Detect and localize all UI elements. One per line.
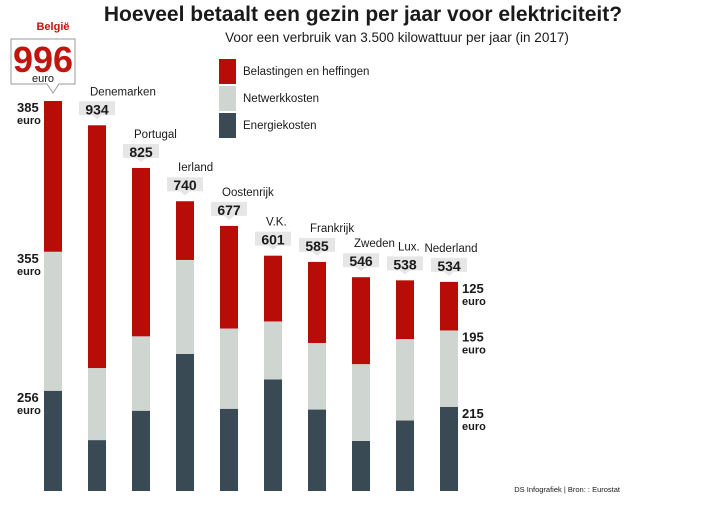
category-label-v-k: V.K. xyxy=(266,217,287,229)
total-callout-lux xyxy=(387,256,423,275)
bars xyxy=(44,101,458,491)
bar-oostenrijk-energiekosten xyxy=(220,408,238,491)
total-unit-belgie: euro xyxy=(32,73,54,85)
bar-zweden-belastingen-en-heffingen xyxy=(352,277,370,365)
bar-nederland-netwerkkosten xyxy=(440,330,458,407)
bar-nederland-belastingen-en-heffingen xyxy=(440,281,458,331)
total-callout-zweden xyxy=(343,253,379,272)
segment-label-nederland-energiekosten-value: 215 xyxy=(462,406,484,421)
bar-ierland-belastingen-en-heffingen xyxy=(176,201,194,260)
legend-label-belastingen-en-heffingen: Belastingen en heffingen xyxy=(243,66,369,78)
total-value-belgie: 996 xyxy=(13,39,73,80)
total-callout-portugal xyxy=(123,143,159,162)
segment-label-nederland-netwerkkosten-value: 195 xyxy=(462,329,484,344)
legend-label-energiekosten: Energiekosten xyxy=(243,120,317,132)
bar-belgie-belastingen-en-heffingen xyxy=(44,101,62,252)
segment-label-belgie-energiekosten-unit: euro xyxy=(17,405,41,417)
total-callout-ierland xyxy=(167,177,203,196)
bar-belgie-netwerkkosten xyxy=(44,251,62,391)
total-callout-oostenrijk xyxy=(211,201,247,220)
bar-portugal-belastingen-en-heffingen xyxy=(132,167,150,337)
source-note: DS Infografiek | Bron: : Eurostat xyxy=(514,485,621,494)
chart-title: Hoeveel betaalt een gezin per jaar voor … xyxy=(104,3,622,26)
total-callout-belgie xyxy=(10,38,76,94)
bar-denemarken-netwerkkosten xyxy=(88,368,106,441)
category-label-denemarken: Denemarken xyxy=(90,86,156,98)
category-label-portugal: Portugal xyxy=(134,129,177,141)
total-value-portugal: 825 xyxy=(129,144,153,160)
bar-frankrijk-netwerkkosten xyxy=(308,342,326,410)
labels: België996euro934Denemarken825Portugal740… xyxy=(10,21,486,433)
total-value-nederland: 534 xyxy=(437,258,461,274)
chart-subtitle: Voor een verbruik van 3.500 kilowattuur … xyxy=(225,30,569,45)
segment-label-belgie-netwerkkosten-unit: euro xyxy=(17,266,41,278)
total-value-denemarken: 934 xyxy=(85,101,109,117)
total-value-frankrijk: 585 xyxy=(305,238,329,254)
bar-denemarken-belastingen-en-heffingen xyxy=(88,125,106,369)
segment-label-nederland-energiekosten-unit: euro xyxy=(462,421,486,433)
segment-label-nederland-netwerkkosten-unit: euro xyxy=(462,344,486,356)
bar-v-k-netwerkkosten xyxy=(264,321,282,380)
category-label-frankrijk: Frankrijk xyxy=(310,223,354,235)
total-value-oostenrijk: 677 xyxy=(217,202,241,218)
bar-ierland-netwerkkosten xyxy=(176,259,194,354)
total-value-ierland: 740 xyxy=(173,177,197,193)
bar-frankrijk-belastingen-en-heffingen xyxy=(308,261,326,343)
legend-swatch-energiekosten xyxy=(219,113,236,138)
category-label-lux: Lux. xyxy=(398,241,420,253)
bar-zweden-netwerkkosten xyxy=(352,364,370,441)
total-value-lux: 538 xyxy=(393,256,417,272)
segment-label-belgie-belastingen-en-heffingen-value: 385 xyxy=(17,100,39,115)
category-label-oostenrijk: Oostenrijk xyxy=(222,187,274,199)
category-label-belgie: België xyxy=(36,21,69,33)
bar-v-k-energiekosten xyxy=(264,379,282,491)
bar-frankrijk-energiekosten xyxy=(308,409,326,491)
bar-nederland-energiekosten xyxy=(440,406,458,491)
total-callout-v-k xyxy=(255,231,291,250)
total-value-v-k: 601 xyxy=(261,232,285,248)
segment-label-belgie-belastingen-en-heffingen-unit: euro xyxy=(17,115,41,127)
bar-portugal-energiekosten xyxy=(132,410,150,491)
bar-lux-netwerkkosten xyxy=(396,339,414,421)
bar-oostenrijk-netwerkkosten xyxy=(220,328,238,409)
category-label-nederland: Nederland xyxy=(424,243,477,255)
bar-zweden-energiekosten xyxy=(352,440,370,491)
category-label-zweden: Zweden xyxy=(354,238,395,250)
bar-denemarken-energiekosten xyxy=(88,440,106,491)
category-label-ierland: Ierland xyxy=(178,162,213,174)
legend-swatch-netwerkkosten xyxy=(219,86,236,111)
bar-ierland-energiekosten xyxy=(176,353,194,491)
bar-lux-belastingen-en-heffingen xyxy=(396,280,414,340)
total-callout-nederland xyxy=(431,257,467,276)
segment-label-belgie-netwerkkosten-value: 355 xyxy=(17,251,39,266)
bar-portugal-netwerkkosten xyxy=(132,336,150,411)
bar-lux-energiekosten xyxy=(396,420,414,491)
legend-swatch-belastingen-en-heffingen xyxy=(219,59,236,84)
bar-oostenrijk-belastingen-en-heffingen xyxy=(220,225,238,329)
total-value-zweden: 546 xyxy=(349,253,373,269)
bar-belgie-energiekosten xyxy=(44,390,62,491)
legend: Belastingen en heffingen Netwerkkosten Ene… xyxy=(219,59,369,138)
total-callout-frankrijk xyxy=(299,237,335,256)
segment-label-belgie-energiekosten-value: 256 xyxy=(17,390,39,405)
legend-label-netwerkkosten: Netwerkkosten xyxy=(243,93,319,105)
segment-label-nederland-belastingen-en-heffingen-value: 125 xyxy=(462,281,484,296)
bar-v-k-belastingen-en-heffingen xyxy=(264,255,282,322)
segment-label-nederland-belastingen-en-heffingen-unit: euro xyxy=(462,296,486,308)
total-callout-denemarken xyxy=(79,101,115,120)
